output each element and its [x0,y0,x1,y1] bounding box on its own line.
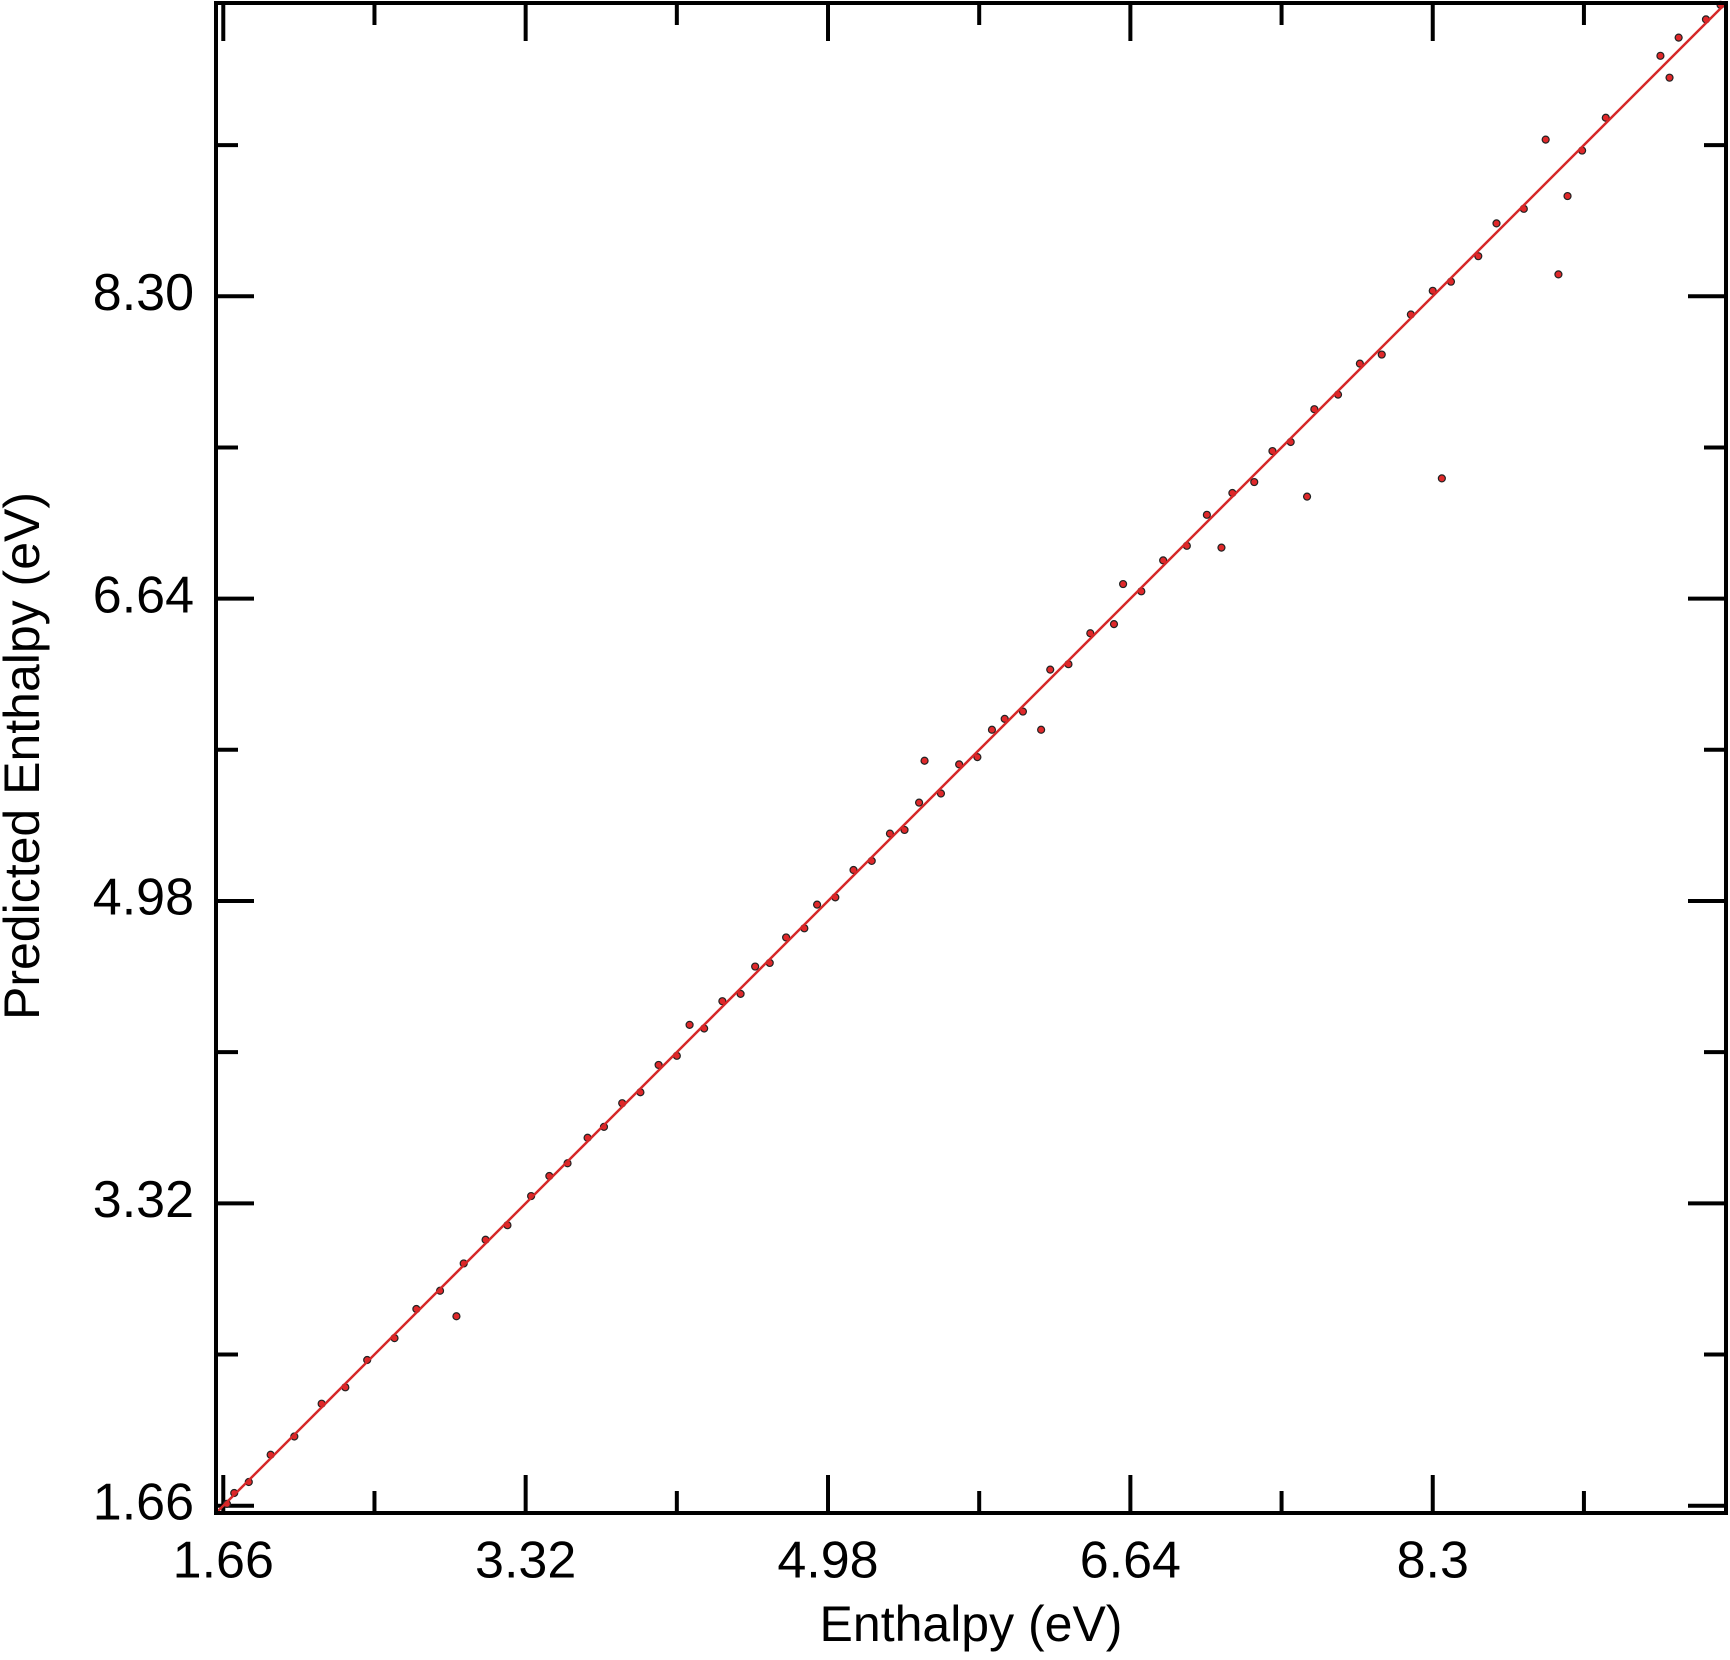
point [685,1020,694,1029]
x-tick-label: 3.32 [475,1532,576,1590]
point [1437,474,1446,483]
point [1217,543,1226,552]
point [751,962,760,971]
point [718,997,727,1006]
point [936,789,946,798]
point [1656,51,1665,60]
point [920,756,929,765]
point [1541,135,1550,144]
point [1377,350,1386,359]
point [1159,556,1168,565]
point [1310,405,1319,414]
x-tick-label: 4.98 [777,1532,878,1590]
plot-frame [214,1,1728,1515]
point [1018,707,1028,716]
x-tick-label: 8.3 [1397,1532,1469,1590]
x-tick-label: 6.64 [1080,1532,1181,1590]
point [1109,620,1119,629]
point [1474,252,1483,261]
point [885,829,895,838]
point [973,752,982,762]
point [736,989,745,998]
point [1037,725,1046,734]
point [1601,113,1610,122]
point [1428,286,1437,295]
point [654,1060,663,1070]
y-tick-label: 6.64 [93,566,194,624]
point [1250,477,1259,487]
y-tick-label: 1.66 [93,1473,194,1531]
y-tick-label: 8.30 [93,264,194,322]
point [1086,629,1095,638]
x-tick-label: 1.66 [173,1532,274,1590]
point [1000,714,1009,723]
point [1563,191,1572,201]
point [987,725,997,734]
point [452,1312,461,1321]
y-axis-title: Predicted Enthalpy (eV) [0,492,50,1020]
point [1554,270,1563,279]
point [914,798,924,807]
y-tick-label: 3.32 [93,1171,194,1229]
point [1665,73,1674,82]
point [1046,665,1055,674]
point [1302,492,1312,501]
point [1118,579,1128,589]
point [955,760,964,769]
point [1268,446,1277,456]
point [812,900,822,909]
x-axis-title: Enthalpy (eV) [820,1596,1123,1652]
point [1492,219,1501,228]
point [1674,33,1683,42]
point [1202,510,1211,519]
point [782,933,791,942]
y-tick-label: 4.98 [93,869,194,927]
point [900,825,909,835]
point [1355,359,1364,368]
point [849,865,858,875]
fit-line [215,2,1727,1514]
